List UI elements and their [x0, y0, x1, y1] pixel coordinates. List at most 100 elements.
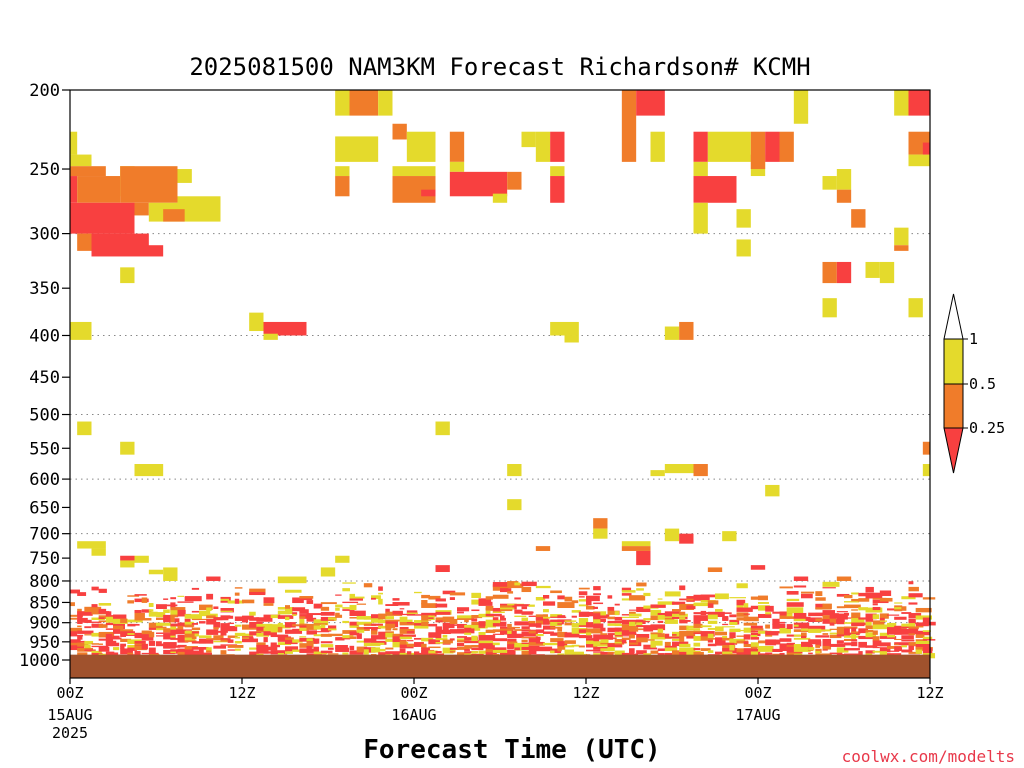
ri-cell-05_1	[263, 333, 278, 340]
low-level-streak	[105, 633, 113, 639]
low-level-streak	[801, 593, 813, 599]
low-level-streak	[184, 596, 202, 602]
low-level-streak	[808, 617, 822, 622]
low-level-streak	[206, 615, 216, 619]
ri-cell-05_1	[822, 176, 837, 190]
low-level-streak	[621, 639, 627, 644]
low-level-streak	[77, 619, 92, 623]
ri-cell-05_1	[277, 576, 307, 584]
low-level-streak	[908, 645, 914, 651]
low-level-streak	[915, 639, 928, 642]
low-level-streak	[858, 598, 870, 602]
low-level-streak	[141, 636, 154, 641]
low-level-streak	[779, 628, 791, 634]
low-level-streak	[514, 647, 520, 651]
low-level-streak	[435, 629, 445, 634]
low-level-streak	[306, 638, 313, 642]
low-level-streak	[313, 631, 330, 633]
low-level-streak	[392, 636, 401, 641]
low-level-streak	[822, 644, 831, 647]
low-level-streak	[120, 635, 127, 637]
low-level-streak	[335, 604, 343, 608]
legend-box-05-1	[943, 338, 964, 385]
low-level-streak	[779, 621, 786, 624]
low-level-streak	[363, 649, 369, 655]
low-level-streak	[485, 619, 501, 626]
low-level-streak	[471, 592, 482, 598]
low-level-streak	[636, 588, 644, 591]
low-level-streak	[801, 628, 810, 631]
low-level-streak	[836, 613, 848, 620]
low-level-streak	[557, 641, 568, 647]
low-level-streak	[77, 635, 83, 640]
low-level-streak	[736, 605, 744, 610]
low-level-streak	[578, 587, 590, 590]
low-level-streak	[750, 651, 759, 656]
ri-cell-lt025	[435, 565, 450, 573]
low-level-streak	[292, 607, 306, 612]
low-level-streak	[406, 630, 415, 634]
low-level-streak	[177, 595, 185, 597]
low-level-streak	[521, 642, 530, 644]
low-level-streak	[328, 633, 343, 637]
low-level-streak	[557, 631, 568, 638]
x-tick-label: 00Z	[56, 684, 83, 702]
ri-cell-lt025	[91, 245, 164, 257]
low-level-streak	[786, 624, 793, 629]
low-level-streak	[442, 643, 451, 645]
low-level-streak	[600, 639, 609, 644]
low-level-streak	[915, 649, 922, 654]
low-level-streak	[399, 634, 416, 637]
low-level-streak	[872, 620, 885, 625]
low-level-streak	[177, 629, 192, 631]
low-level-streak	[557, 627, 563, 632]
low-level-streak	[371, 597, 376, 600]
low-level-streak	[220, 610, 233, 612]
low-level-streak	[378, 636, 383, 639]
low-level-streak	[879, 597, 893, 602]
low-level-streak	[120, 618, 128, 623]
low-level-streak	[500, 588, 512, 593]
low-level-streak	[191, 622, 199, 625]
low-level-streak	[457, 636, 468, 638]
low-level-streak	[815, 651, 821, 654]
low-level-streak	[392, 652, 400, 656]
low-level-streak	[91, 623, 103, 628]
low-level-streak	[492, 623, 500, 627]
low-level-streak	[213, 645, 227, 649]
low-level-streak	[227, 615, 234, 619]
low-level-streak	[528, 638, 541, 644]
low-level-streak	[786, 607, 804, 614]
low-level-streak	[392, 598, 400, 601]
low-level-streak	[564, 632, 580, 638]
low-level-streak	[844, 595, 853, 599]
low-level-streak	[428, 639, 440, 645]
low-level-streak	[636, 625, 652, 628]
low-level-streak	[292, 628, 301, 632]
low-level-streak	[335, 647, 349, 652]
low-level-streak	[184, 624, 194, 628]
low-level-streak	[134, 609, 142, 615]
low-level-streak	[793, 637, 811, 640]
credit-text: coolwx.com/modelts	[842, 747, 1015, 766]
low-level-streak	[686, 635, 695, 639]
low-level-streak	[170, 635, 176, 638]
low-level-streak	[908, 628, 919, 635]
ri-cell-05_1	[836, 169, 852, 190]
x-tick-label: 00Z	[400, 684, 427, 702]
x-tick-label: 12Z	[572, 684, 599, 702]
low-level-streak	[77, 652, 88, 656]
low-level-streak	[342, 588, 350, 592]
low-level-streak	[578, 618, 589, 624]
low-level-streak	[485, 613, 502, 617]
low-level-streak	[535, 617, 549, 621]
low-level-streak	[851, 631, 862, 634]
low-level-streak	[134, 635, 146, 639]
low-level-streak	[715, 626, 724, 632]
low-level-streak	[163, 598, 169, 600]
y-tick-label: 300	[29, 225, 60, 245]
low-level-streak	[285, 629, 303, 634]
low-level-streak	[865, 616, 874, 622]
low-level-streak	[750, 642, 759, 648]
low-level-streak	[184, 640, 197, 643]
